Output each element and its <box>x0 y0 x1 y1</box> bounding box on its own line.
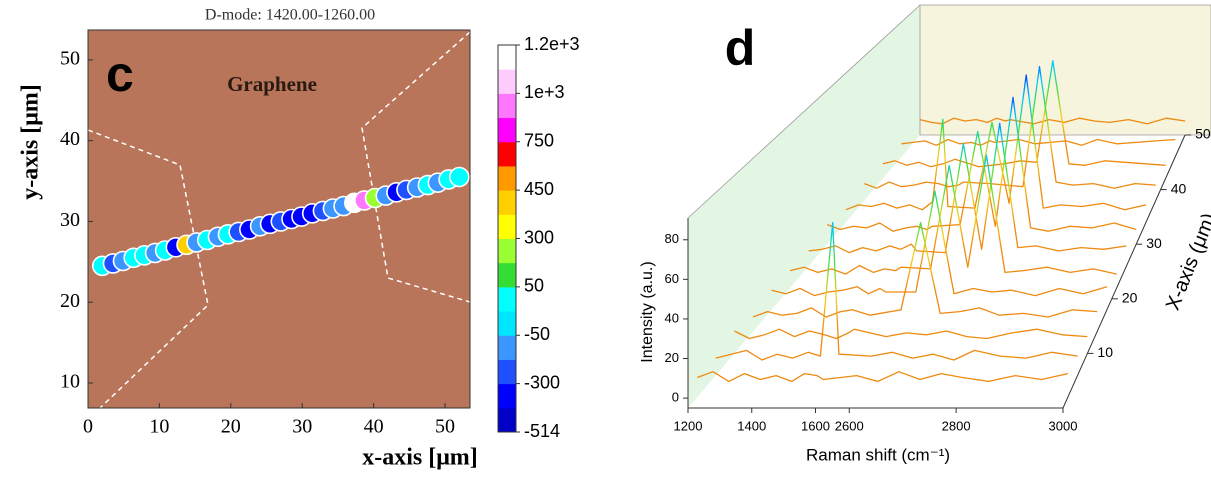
electrode-edge <box>87 129 209 409</box>
y-tick-label: 40 <box>665 310 679 325</box>
colorbar-band <box>498 407 516 433</box>
panel-label: d <box>725 20 756 76</box>
colorbar-tick-label: 1e+3 <box>524 82 565 102</box>
annotation: Graphene <box>227 72 317 96</box>
y-tick-label: 60 <box>665 271 679 286</box>
x-tick-label: 1400 <box>737 418 766 433</box>
z-tick-label: 30 <box>1146 235 1162 251</box>
x-axis-label: x-axis [μm] <box>362 445 478 471</box>
colorbar-band <box>498 190 516 215</box>
colorbar-band <box>498 238 516 264</box>
y-tick-label: 40 <box>60 128 80 150</box>
z-tick-label: 20 <box>1122 290 1138 306</box>
colorbar-tick-label: 1.2e+3 <box>524 34 580 54</box>
spectrum-line <box>789 154 1117 275</box>
spectrum-line <box>697 371 1069 383</box>
y-tick-label: 50 <box>60 47 80 69</box>
y-tick-label: 20 <box>665 350 679 365</box>
y-tick-label: 10 <box>60 371 80 393</box>
z-axis-line <box>1062 134 1186 409</box>
x-tick-label: 30 <box>292 416 312 438</box>
data-point <box>448 166 470 188</box>
colorbar-band <box>498 311 516 336</box>
x-tick-label: 0 <box>83 416 93 438</box>
x-tick-label: 20 <box>221 416 241 438</box>
colorbar-tick-label: -50 <box>524 324 550 344</box>
x-tick-label: 3000 <box>1049 418 1078 433</box>
colorbar-tick-label: 300 <box>524 227 554 247</box>
spectrum-line <box>826 96 1137 232</box>
x-tick-label: 10 <box>149 416 169 438</box>
y-tick-label: 30 <box>60 209 80 231</box>
spectrum-line <box>734 328 1088 340</box>
z-tick-label: 40 <box>1171 180 1187 196</box>
colorbar-tick-label: 50 <box>524 276 544 296</box>
colorbar-tick-label: -300 <box>524 372 560 392</box>
y-axis-label: Intensity (a.u.) <box>639 261 656 362</box>
spectrum-line <box>882 60 1166 168</box>
z-tick-label: 50 <box>1195 126 1211 142</box>
x-tick-label: 2600 <box>835 418 864 433</box>
colorbar-band <box>498 165 516 191</box>
colorbar-tick-label: 750 <box>524 131 554 151</box>
spectrum-line <box>864 66 1156 189</box>
colorbar-band <box>498 262 516 288</box>
y-tick-label: 20 <box>60 290 80 312</box>
colorbar-band <box>498 45 516 70</box>
x-tick-label: 1200 <box>674 418 703 433</box>
spectrum-line <box>771 190 1108 297</box>
wall-edge <box>687 4 921 219</box>
colorbar-tick-label: -514 <box>524 421 560 441</box>
chart-title: D-mode: 1420.00-1260.00 <box>205 7 375 24</box>
colorbar-band <box>498 69 516 94</box>
z-tick-label: 10 <box>1097 344 1113 360</box>
spectrum-line <box>752 221 1098 318</box>
spectrum-line <box>845 74 1147 211</box>
colorbar-band <box>498 214 516 239</box>
x-tick-label: 2800 <box>942 418 971 433</box>
left-wall <box>688 5 920 408</box>
colorbar-tick-label: 450 <box>524 179 554 199</box>
colorbar-band <box>498 141 516 167</box>
panel-c: D-mode: 1420.00-1260.00 c Graphene x-axi… <box>18 7 580 471</box>
plot-frame <box>87 29 471 409</box>
x-tick-label: 40 <box>364 416 384 438</box>
z-axis-label: X-axis (μm) <box>1162 210 1211 313</box>
colorbar-band <box>498 93 516 119</box>
spectrum-line <box>808 122 1127 254</box>
x-tick-label: 50 <box>435 416 455 438</box>
colorbar-band <box>498 286 516 312</box>
x-axis-label: Raman shift (cm⁻¹) <box>806 445 950 464</box>
spectrum-line <box>901 138 1176 146</box>
colorbar-band <box>498 383 516 409</box>
back-wall <box>919 4 1211 136</box>
colorbar-band <box>498 359 516 385</box>
spectrum-line <box>715 221 1078 361</box>
y-tick-label: 80 <box>665 231 679 246</box>
panel-d: d Raman shift (cm⁻¹) Intensity (a.u.) X-… <box>639 4 1211 464</box>
colorbar-band <box>498 335 516 360</box>
x-tick-label: 1600 <box>801 418 830 433</box>
spectrum-line <box>919 117 1186 125</box>
y-axis-label: y-axis [μm] <box>18 84 44 200</box>
panel-label: c <box>106 46 134 102</box>
colorbar-band <box>498 117 516 143</box>
y-tick-label: 0 <box>672 390 679 405</box>
